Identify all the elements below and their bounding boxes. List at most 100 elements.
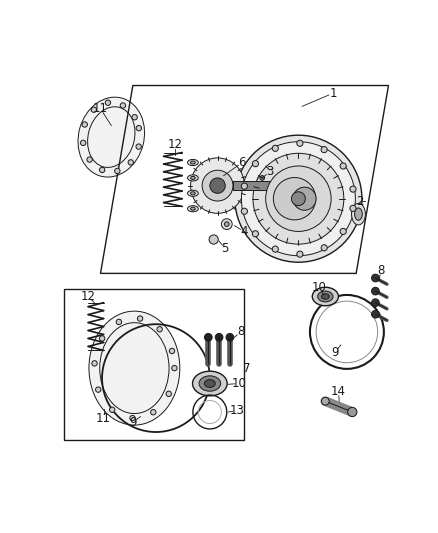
Circle shape [350,186,356,192]
Ellipse shape [291,192,305,206]
Circle shape [260,175,265,180]
Ellipse shape [202,170,233,201]
Circle shape [340,163,346,169]
Text: 10: 10 [312,281,327,294]
Ellipse shape [187,175,198,181]
Text: 13: 13 [230,404,245,417]
Circle shape [350,205,356,212]
Ellipse shape [241,142,355,256]
Circle shape [95,387,101,392]
Ellipse shape [321,398,329,405]
Ellipse shape [89,311,180,425]
Ellipse shape [266,166,331,231]
Circle shape [99,336,105,341]
Ellipse shape [191,192,195,195]
Ellipse shape [191,161,195,164]
Text: 7: 7 [243,361,251,375]
Ellipse shape [191,176,195,180]
Ellipse shape [321,294,329,299]
Circle shape [209,235,218,244]
Circle shape [81,140,86,146]
Circle shape [116,319,122,325]
Ellipse shape [318,291,333,302]
Circle shape [157,327,162,332]
Text: 11: 11 [93,102,108,115]
Circle shape [151,409,156,415]
Ellipse shape [235,135,362,262]
Ellipse shape [355,208,362,220]
Circle shape [224,222,229,227]
Ellipse shape [187,190,198,196]
Circle shape [371,274,379,282]
Text: 4: 4 [241,225,248,238]
Circle shape [205,334,212,341]
Ellipse shape [187,206,198,212]
Text: 11: 11 [96,411,111,425]
Ellipse shape [312,287,339,306]
Circle shape [321,245,327,251]
Text: 5: 5 [222,243,229,255]
Text: 3: 3 [266,165,274,178]
Ellipse shape [273,177,316,220]
Circle shape [136,125,141,131]
Circle shape [215,334,223,341]
Circle shape [340,228,346,235]
Circle shape [221,219,232,230]
Ellipse shape [187,159,198,166]
Circle shape [252,231,258,237]
Circle shape [136,144,141,149]
Text: 9: 9 [129,416,137,429]
Text: 1: 1 [329,87,337,100]
Circle shape [371,287,379,295]
Circle shape [297,140,303,147]
Bar [233,181,291,190]
Circle shape [138,316,143,321]
Circle shape [297,251,303,257]
Text: 9: 9 [331,346,338,359]
Bar [64,289,244,440]
Circle shape [321,147,327,152]
Circle shape [87,157,92,162]
Ellipse shape [253,154,344,244]
Circle shape [120,103,126,108]
Circle shape [130,415,135,421]
Circle shape [115,168,120,174]
Ellipse shape [285,180,296,191]
Ellipse shape [210,178,225,193]
Circle shape [172,366,177,371]
Ellipse shape [348,407,357,417]
Ellipse shape [78,97,145,177]
Ellipse shape [199,376,221,391]
Circle shape [226,334,234,341]
Circle shape [241,208,247,214]
Circle shape [132,115,138,120]
Ellipse shape [193,371,227,396]
Circle shape [105,100,111,106]
Circle shape [110,407,115,413]
Ellipse shape [205,379,215,387]
Circle shape [92,361,97,366]
Text: 8: 8 [237,326,244,338]
Text: 12: 12 [81,290,95,303]
Text: 14: 14 [331,385,346,398]
Circle shape [252,160,258,167]
Text: 10: 10 [232,377,247,390]
Circle shape [241,183,247,189]
Circle shape [128,160,134,165]
Circle shape [99,167,105,173]
Text: 12: 12 [168,138,183,151]
Ellipse shape [191,158,244,213]
Circle shape [272,145,279,151]
Ellipse shape [257,174,267,182]
Circle shape [272,246,279,252]
Ellipse shape [352,203,365,225]
Circle shape [371,310,379,318]
Ellipse shape [293,187,316,210]
Text: 6: 6 [238,156,246,169]
Ellipse shape [191,207,195,210]
Text: 8: 8 [377,264,385,277]
Circle shape [91,107,96,112]
Circle shape [82,122,88,127]
Circle shape [371,299,379,306]
Circle shape [166,391,171,397]
